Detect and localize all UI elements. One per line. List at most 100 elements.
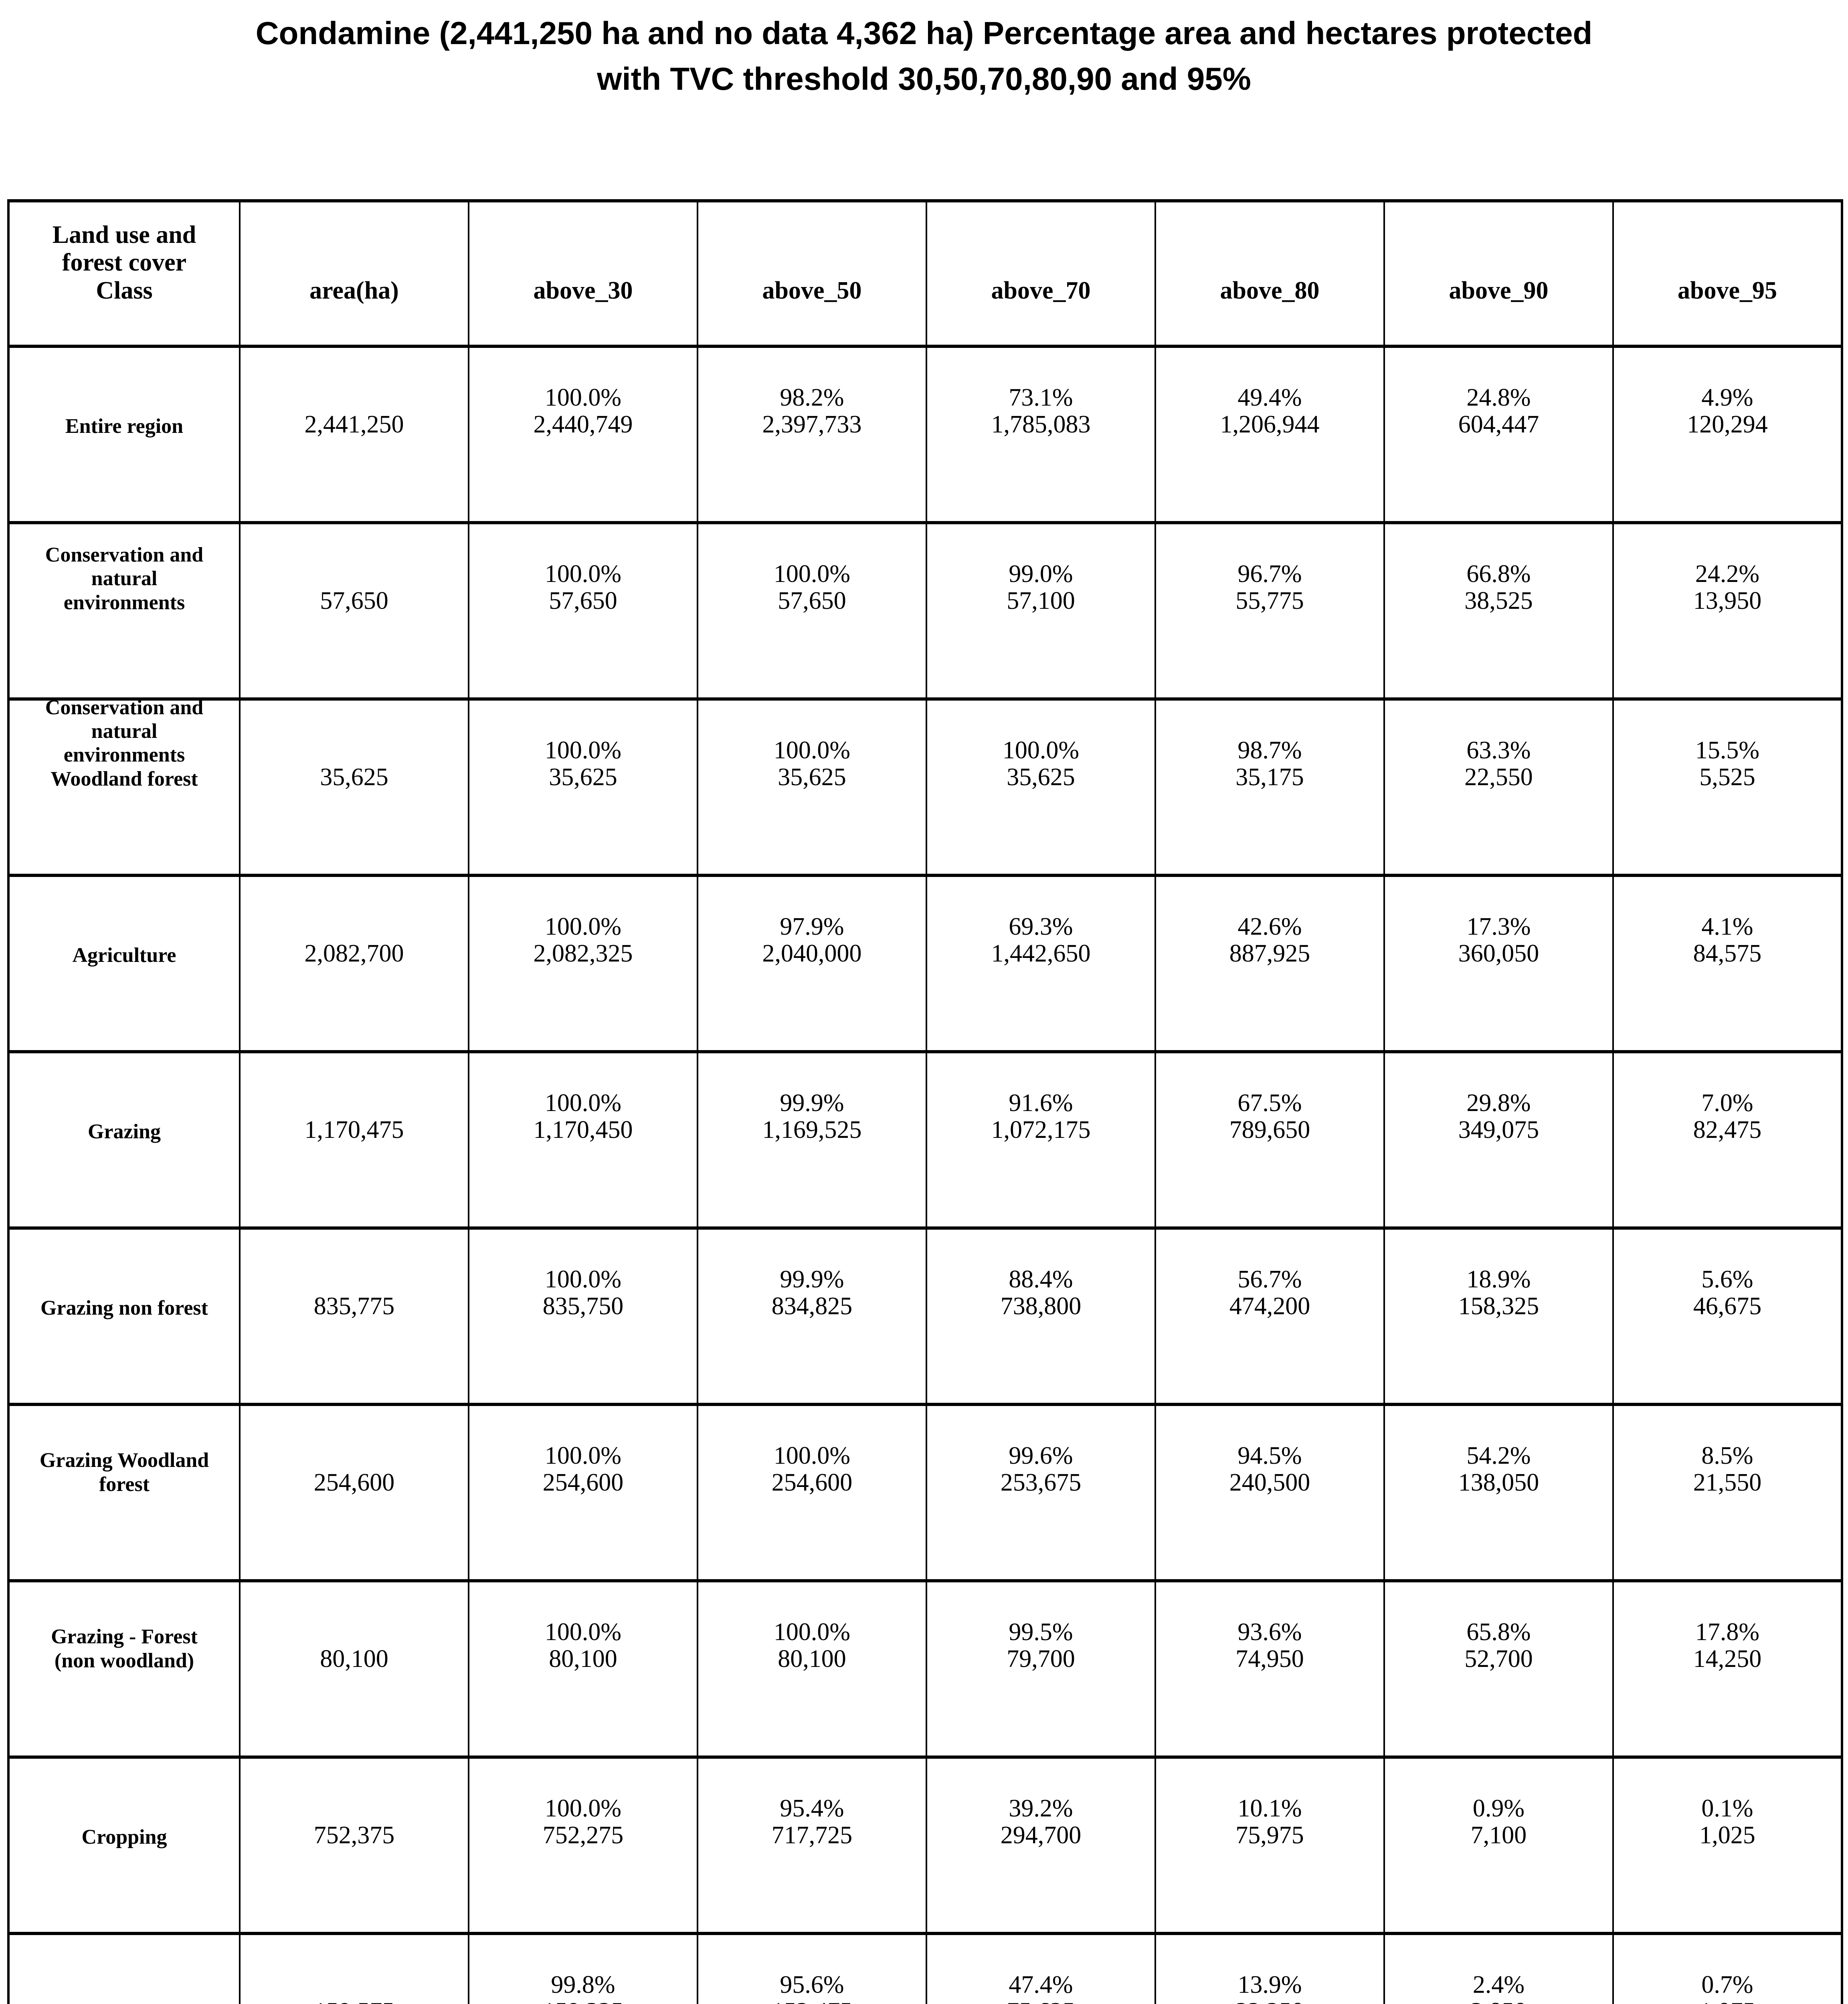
page-title: Condamine (2,441,250 ha and no data 4,36… [255, 15, 1593, 97]
threshold-cell: 8.5% 21,550 [1612, 1403, 1843, 1582]
hectares-value: 240,500 [1229, 1469, 1310, 1496]
threshold-values: 98.7% 35,175 [1156, 737, 1383, 791]
threshold-cell: 10.1% 75,975 [1154, 1756, 1385, 1935]
hectares-value: 2,082,325 [533, 940, 633, 967]
percent-value: 100.0% [773, 560, 851, 588]
threshold-cell: 100.0% 35,625 [697, 697, 927, 877]
threshold-cell: 100.0% 835,750 [468, 1226, 698, 1406]
column-header-2: above_30 [468, 199, 698, 348]
hectares-value: 120,294 [1687, 411, 1768, 438]
percent-value: 4.1% [1701, 913, 1753, 940]
threshold-cell: 100.0% 2,440,749 [468, 345, 698, 524]
area-value: 752,375 [313, 1822, 395, 1849]
threshold-cell: 98.7% 35,175 [1154, 697, 1385, 877]
percent-value: 17.3% [1466, 913, 1531, 940]
hectares-value: 46,675 [1693, 1293, 1762, 1320]
threshold-cell: 99.9% 1,169,525 [697, 1050, 927, 1230]
hectares-value: 75,625 [927, 1998, 1154, 2004]
threshold-values: 95.6%152,475 [698, 1972, 926, 2004]
table-row: Grazing - Forest (non woodland) 80,100 100… [8, 1579, 1843, 1759]
threshold-values: 98.2% 2,397,733 [698, 384, 926, 438]
area-cell: 752,375 [239, 1756, 469, 1935]
threshold-cell: 100.0% 80,100 [468, 1579, 698, 1759]
threshold-cell: 66.8% 38,525 [1383, 521, 1614, 701]
hectares-value: 38,525 [1464, 587, 1533, 614]
hectares-value: 294,700 [1000, 1822, 1082, 1849]
threshold-cell: 88.4% 738,800 [926, 1226, 1156, 1406]
area-cell: 159,575 [239, 1932, 469, 2004]
threshold-cell: 29.8% 349,075 [1383, 1050, 1614, 1230]
table-row: Irrigation159,57599.8%159,32595.6%152,47… [8, 1932, 1843, 2004]
threshold-cell: 100.0% 752,275 [468, 1756, 698, 1935]
hectares-value: 14,250 [1693, 1645, 1762, 1673]
threshold-values: 66.8% 38,525 [1385, 561, 1612, 614]
threshold-values: 2.4%3,850 [1385, 1972, 1612, 2004]
hectares-value: 3,850 [1385, 1998, 1612, 2004]
threshold-cell: 100.0% 1,170,450 [468, 1050, 698, 1230]
threshold-values: 63.3% 22,550 [1385, 737, 1612, 791]
threshold-cell: 65.8% 52,700 [1383, 1579, 1614, 1759]
threshold-cell: 100.0% 80,100 [697, 1579, 927, 1759]
percent-value: 99.5% [1009, 1618, 1073, 1646]
threshold-values: 95.4% 717,725 [698, 1795, 926, 1849]
percent-value: 24.8% [1466, 384, 1531, 411]
threshold-values: 100.0% 835,750 [469, 1266, 697, 1320]
threshold-cell: 4.9% 120,294 [1612, 345, 1843, 524]
percent-value: 98.2% [780, 384, 844, 411]
percent-value: 100.0% [544, 560, 622, 588]
percent-value: 100.0% [773, 1442, 851, 1469]
area-value: 1,170,475 [304, 1116, 404, 1143]
threshold-values: 91.6% 1,072,175 [927, 1090, 1154, 1143]
column-header-label: above_80 [1220, 277, 1320, 304]
row-label: Entire region [65, 414, 184, 438]
area-cell: 835,775 [239, 1226, 469, 1406]
hectares-value: 80,100 [778, 1645, 846, 1673]
threshold-cell: 5.6% 46,675 [1612, 1226, 1843, 1406]
threshold-cell: 15.5% 5,525 [1612, 697, 1843, 877]
threshold-cell: 100.0% 57,650 [468, 521, 698, 701]
percent-value: 67.5% [1237, 1089, 1302, 1117]
threshold-cell: 99.5% 79,700 [926, 1579, 1156, 1759]
hectares-value: 22,250 [1156, 1998, 1383, 2004]
threshold-values: 100.0% 1,170,450 [469, 1090, 697, 1143]
percent-value: 15.5% [1695, 737, 1760, 764]
row-label: Grazing [88, 1120, 161, 1143]
hectares-value: 789,650 [1229, 1116, 1310, 1143]
percent-value: 4.9% [1701, 384, 1753, 411]
threshold-values: 100.0% 35,625 [469, 737, 697, 791]
threshold-values: 100.0% 57,650 [698, 561, 926, 614]
table-row: Entire region 2,441,250 100.0% 2,440,749 98.… [8, 345, 1843, 524]
hectares-value: 474,200 [1229, 1293, 1310, 1320]
table-header: Land use and forest cover Class area(ha) a… [8, 199, 1843, 348]
threshold-values: 0.7%1,075 [1614, 1972, 1841, 2004]
percent-value: 24.2% [1695, 560, 1760, 588]
row-label-cell: Cropping [8, 1756, 241, 1935]
hectares-value: 22,550 [1464, 764, 1533, 791]
threshold-values: 93.6% 74,950 [1156, 1619, 1383, 1673]
percent-value: 100.0% [544, 1618, 622, 1646]
threshold-cell: 49.4% 1,206,944 [1154, 345, 1385, 524]
row-label: Conservation and natural environments [45, 543, 204, 614]
threshold-cell: 100.0% 254,600 [468, 1403, 698, 1582]
column-header-3: above_50 [697, 199, 927, 348]
column-header-4: above_70 [926, 199, 1156, 348]
percent-value: 93.6% [1237, 1618, 1302, 1646]
threshold-values: 4.1% 84,575 [1614, 913, 1841, 967]
land-use-table: Land use and forest cover Class area(ha) a… [7, 199, 1843, 2004]
area-cell: 2,441,250 [239, 345, 469, 524]
hectares-value: 138,050 [1458, 1469, 1539, 1496]
threshold-values: 5.6% 46,675 [1614, 1266, 1841, 1320]
percent-value: 94.5% [1237, 1442, 1302, 1469]
row-label: Grazing - Forest (non woodland) [51, 1625, 198, 1672]
row-label-cell: Grazing non forest [8, 1226, 241, 1406]
threshold-values: 94.5% 240,500 [1156, 1442, 1383, 1496]
percent-value: 98.7% [1237, 737, 1302, 764]
hectares-value: 835,750 [542, 1293, 624, 1320]
threshold-values: 7.0% 82,475 [1614, 1090, 1841, 1143]
percent-value: 99.9% [780, 1089, 844, 1117]
percent-value: 100.0% [544, 384, 622, 411]
percent-value: 49.4% [1237, 384, 1302, 411]
threshold-values: 100.0% 752,275 [469, 1795, 697, 1849]
percent-value: 100.0% [544, 913, 622, 940]
hectares-value: 80,100 [549, 1645, 617, 1673]
